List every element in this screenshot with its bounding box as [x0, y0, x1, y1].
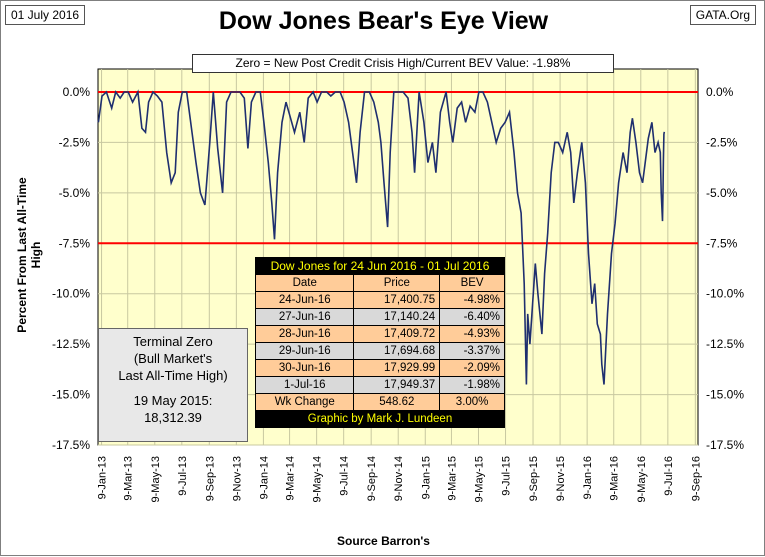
table-row: 1-Jul-16 17,949.37 -1.98% — [254, 376, 505, 394]
row-bev: -2.09% — [439, 359, 505, 377]
row-bev: -3.37% — [439, 342, 505, 360]
x-tick-label: 9-May-15 — [473, 456, 485, 502]
wk-change-label: Wk Change — [254, 393, 355, 411]
y-tick-labels-left: 0.0% -2.5% -5.0% -7.5% -10.0% -12.5% -15.0% -17… — [52, 85, 90, 452]
row-bev: -1.98% — [439, 376, 505, 394]
table-row: 29-Jun-16 17,694.68 -3.37% — [254, 342, 505, 360]
row-date: 29-Jun-16 — [254, 342, 355, 360]
y-tick-label: -10.0% — [706, 287, 744, 301]
y-tick-label: -2.5% — [706, 135, 738, 149]
terminal-zero-date: 19 May 2015: — [133, 393, 213, 408]
y-tick-label: -2.5% — [59, 135, 91, 149]
x-tick-label: 9-May-14 — [312, 456, 324, 502]
x-tick-label: 9-Jul-15 — [501, 456, 513, 496]
x-tick-label: 9-May-16 — [636, 456, 648, 502]
y-tick-label: -7.5% — [59, 236, 91, 250]
row-bev: -4.98% — [439, 291, 505, 309]
x-tick-label: 9-Sep-14 — [366, 456, 378, 501]
y-tick-label: 0.0% — [63, 85, 91, 99]
row-date: 28-Jun-16 — [254, 325, 355, 343]
y-tick-label: 0.0% — [706, 85, 734, 99]
y-tick-labels-right: 0.0% -2.5% -5.0% -7.5% -10.0% -12.5% -15.0% -17… — [706, 85, 744, 452]
row-price: 17,400.75 — [353, 291, 441, 309]
x-tick-label: 9-Jan-16 — [582, 456, 594, 499]
x-tick-label: 9-Nov-13 — [231, 456, 243, 501]
y-tick-label: -7.5% — [706, 236, 738, 250]
x-tick-label: 9-Jan-15 — [420, 456, 432, 499]
x-tick-label: 9-Jan-13 — [97, 456, 109, 499]
terminal-zero-line3: Last All-Time High) — [118, 368, 228, 383]
table-row: 24-Jun-16 17,400.75 -4.98% — [254, 291, 505, 309]
y-tick-label: -5.0% — [706, 186, 738, 200]
terminal-zero-line2: (Bull Market's — [133, 351, 213, 366]
x-tick-label: 9-Jul-14 — [339, 456, 351, 496]
row-bev: -6.40% — [439, 308, 505, 326]
table-header-bev: BEV — [439, 274, 505, 292]
x-tick-label: 9-Sep-15 — [528, 456, 540, 501]
terminal-zero-box: Terminal Zero (Bull Market's Last All-Ti… — [98, 328, 248, 442]
x-tick-label: 9-May-13 — [150, 456, 162, 502]
x-tick-label: 9-Sep-13 — [204, 456, 216, 501]
chart-title: Dow Jones Bear's Eye View — [218, 7, 549, 35]
terminal-zero-line1: Terminal Zero — [133, 334, 213, 349]
row-price: 17,929.99 — [353, 359, 441, 377]
y-tick-label: -12.5% — [706, 337, 744, 351]
series-line — [97, 89, 666, 385]
x-axis-label: Source Barron's — [337, 534, 430, 548]
x-tick-label: 9-Mar-16 — [609, 456, 621, 501]
table-credit: Graphic by Mark J. Lundeen — [255, 410, 505, 428]
price-table: Dow Jones for 24 Jun 2016 - 01 Jul 2016 … — [254, 257, 505, 428]
chart-subtitle: Zero = New Post Credit Crisis High/Curre… — [192, 54, 614, 73]
row-date: 27-Jun-16 — [254, 308, 355, 326]
x-tick-label: 9-Mar-15 — [446, 456, 458, 501]
row-date: 1-Jul-16 — [254, 376, 355, 394]
row-date: 30-Jun-16 — [254, 359, 355, 377]
y-tick-label: -17.5% — [706, 438, 744, 452]
x-tick-label: 9-Nov-14 — [393, 456, 405, 501]
x-tick-label: 9-Jan-14 — [258, 456, 270, 499]
row-price: 17,409.72 — [353, 325, 441, 343]
x-tick-label: 9-Jul-16 — [663, 456, 675, 496]
wk-change-bev: 3.00% — [439, 393, 505, 411]
x-tick-label: 9-Mar-13 — [123, 456, 135, 501]
row-price: 17,694.68 — [353, 342, 441, 360]
x-tick-label: 9-Nov-15 — [555, 456, 567, 501]
table-row: 28-Jun-16 17,409.72 -4.93% — [254, 325, 505, 343]
table-row: 30-Jun-16 17,929.99 -2.09% — [254, 359, 505, 377]
y-tick-label: -10.0% — [52, 287, 90, 301]
table-row: 27-Jun-16 17,140.24 -6.40% — [254, 308, 505, 326]
y-tick-label: -15.0% — [706, 388, 744, 402]
table-row-wk-change: Wk Change 548.62 3.00% — [254, 393, 505, 411]
row-price: 17,140.24 — [353, 308, 441, 326]
x-tick-label: 9-Sep-16 — [690, 456, 702, 501]
wk-change-price: 548.62 — [353, 393, 441, 411]
source-tag: GATA.Org — [689, 5, 756, 25]
row-bev: -4.93% — [439, 325, 505, 343]
y-tick-label: -5.0% — [59, 186, 91, 200]
y-tick-label: -17.5% — [52, 438, 90, 452]
table-header-date: Date — [254, 274, 355, 292]
table-header-price: Price — [353, 274, 441, 292]
y-tick-label: -15.0% — [52, 388, 90, 402]
row-price: 17,949.37 — [353, 376, 441, 394]
x-tick-label: 9-Mar-14 — [285, 456, 297, 501]
x-tick-labels: 9-Jan-13 9-Mar-13 9-May-13 9-Jul-13 9-Sep-13… — [97, 456, 703, 502]
terminal-zero-value: 18,312.39 — [144, 410, 202, 425]
table-title: Dow Jones for 24 Jun 2016 - 01 Jul 2016 — [255, 257, 505, 275]
x-tick-label: 9-Jul-13 — [177, 456, 189, 496]
date-label: 01 July 2016 — [5, 5, 86, 25]
row-date: 24-Jun-16 — [254, 291, 355, 309]
y-tick-label: -12.5% — [52, 337, 90, 351]
